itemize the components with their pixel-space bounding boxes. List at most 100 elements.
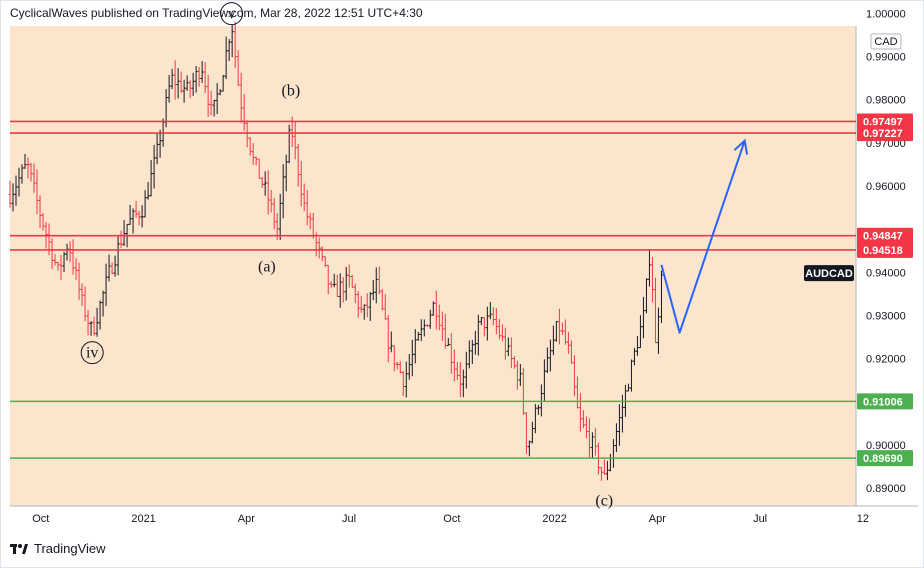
- ohlc-bar: [467, 340, 471, 369]
- ohlc-bar: [338, 273, 342, 308]
- ohlc-bar: [341, 277, 345, 303]
- ohlc-bar: [473, 330, 477, 355]
- ohlc-bar: [512, 356, 516, 369]
- ohlc-bar: [437, 304, 441, 331]
- level-price-label: 0.89690: [857, 450, 913, 467]
- plot-background[interactable]: [10, 26, 856, 506]
- ohlc-bar: [653, 277, 657, 344]
- ohlc-bar: [317, 237, 321, 259]
- ohlc-bar: [224, 36, 228, 80]
- ohlc-bar: [104, 263, 108, 307]
- ohlc-bar: [353, 283, 357, 304]
- ohlc-bar: [572, 355, 576, 397]
- ohlc-bar: [431, 301, 435, 316]
- ohlc-bar: [521, 367, 525, 415]
- ohlc-bar: [386, 314, 390, 363]
- ohlc-bar: [635, 336, 639, 356]
- ohlc-bar: [419, 319, 423, 341]
- svg-text:0.94847: 0.94847: [863, 231, 903, 243]
- ohlc-bar: [203, 62, 207, 94]
- ohlc-bar: [560, 322, 564, 335]
- y-tick-label: 0.99000: [866, 52, 906, 64]
- ohlc-bar: [590, 432, 594, 459]
- y-tick-label: 0.98000: [866, 95, 906, 107]
- ohlc-bar: [455, 362, 459, 380]
- ohlc-bar: [188, 80, 192, 99]
- ohlc-bar: [296, 143, 300, 187]
- ohlc-bar: [458, 362, 462, 398]
- ohlc-bar: [551, 325, 555, 356]
- tradingview-logo-icon: [10, 542, 30, 556]
- ohlc-bar: [299, 160, 303, 207]
- svg-text:(a): (a): [258, 258, 276, 275]
- ohlc-bar: [464, 351, 468, 389]
- ohlc-bar: [173, 60, 177, 100]
- x-tick-label: Apr: [238, 513, 255, 525]
- ohlc-bar: [422, 319, 426, 337]
- ohlc-bar: [182, 79, 186, 103]
- ohlc-bar: [425, 324, 429, 327]
- ohlc-bar: [251, 143, 255, 165]
- ohlc-bar: [107, 254, 111, 282]
- ohlc-bar: [284, 154, 288, 192]
- currency-label: CAD: [874, 36, 897, 48]
- x-tick-label: 2021: [131, 513, 155, 525]
- ohlc-bar: [593, 428, 597, 456]
- y-tick-label: 0.93000: [866, 310, 906, 322]
- ohlc-bar: [266, 170, 270, 215]
- ohlc-bar: [218, 89, 222, 96]
- wave-label: iv: [80, 341, 104, 365]
- ohlc-bar: [242, 94, 246, 132]
- ohlc-bar: [59, 254, 63, 280]
- ohlc-bar: [440, 311, 444, 341]
- ohlc-bar: [650, 256, 654, 303]
- ohlc-bar: [11, 183, 15, 212]
- footer: TradingView: [10, 541, 106, 556]
- ohlc-bar: [509, 337, 513, 369]
- ohlc-bar: [482, 317, 486, 337]
- ohlc-bar: [587, 418, 591, 458]
- ohlc-bar: [542, 359, 546, 401]
- ohlc-bar: [212, 99, 216, 117]
- ohlc-bar: [86, 310, 90, 336]
- ohlc-bar: [356, 291, 360, 318]
- ohlc-bar: [485, 306, 489, 341]
- ohlc-bar: [206, 74, 210, 117]
- published-caption: CyclicalWaves published on TradingView.c…: [10, 6, 423, 20]
- wave-label: (a): [258, 258, 276, 275]
- ohlc-bar: [392, 345, 396, 372]
- ohlc-bar: [380, 288, 384, 311]
- ohlc-bar: [584, 416, 588, 439]
- projection-arrowhead: [733, 138, 749, 155]
- ohlc-bar: [605, 460, 609, 481]
- ohlc-bar: [146, 181, 150, 200]
- ohlc-bar: [293, 121, 297, 160]
- ohlc-bar: [530, 421, 534, 444]
- ohlc-bar: [638, 315, 642, 349]
- ohlc-bar: [470, 339, 474, 364]
- ohlc-bar: [536, 404, 540, 415]
- ohlc-bar: [20, 164, 24, 184]
- projection-path[interactable]: [660, 140, 746, 334]
- ohlc-bar: [581, 410, 585, 429]
- ohlc-bar: [326, 264, 330, 295]
- ohlc-bar: [407, 354, 411, 380]
- ohlc-bar: [152, 144, 156, 189]
- currency-badge: [870, 33, 902, 50]
- ohlc-bar: [113, 255, 117, 277]
- ohlc-bar: [98, 300, 102, 330]
- ohlc-bar: [137, 210, 141, 226]
- ohlc-bar: [647, 250, 651, 287]
- svg-text:0.89690: 0.89690: [863, 453, 903, 465]
- ohlc-bar: [491, 307, 495, 326]
- ohlc-bar: [236, 50, 240, 86]
- ohlc-bar: [323, 256, 327, 268]
- ohlc-bar: [122, 220, 126, 247]
- level-price-label: 0.94518: [857, 241, 913, 258]
- ohlc-bar: [269, 190, 273, 213]
- ohlc-bar: [548, 339, 552, 372]
- svg-text:(c): (c): [595, 493, 613, 510]
- ohlc-bar: [413, 329, 417, 364]
- ohlc-bar: [110, 262, 114, 275]
